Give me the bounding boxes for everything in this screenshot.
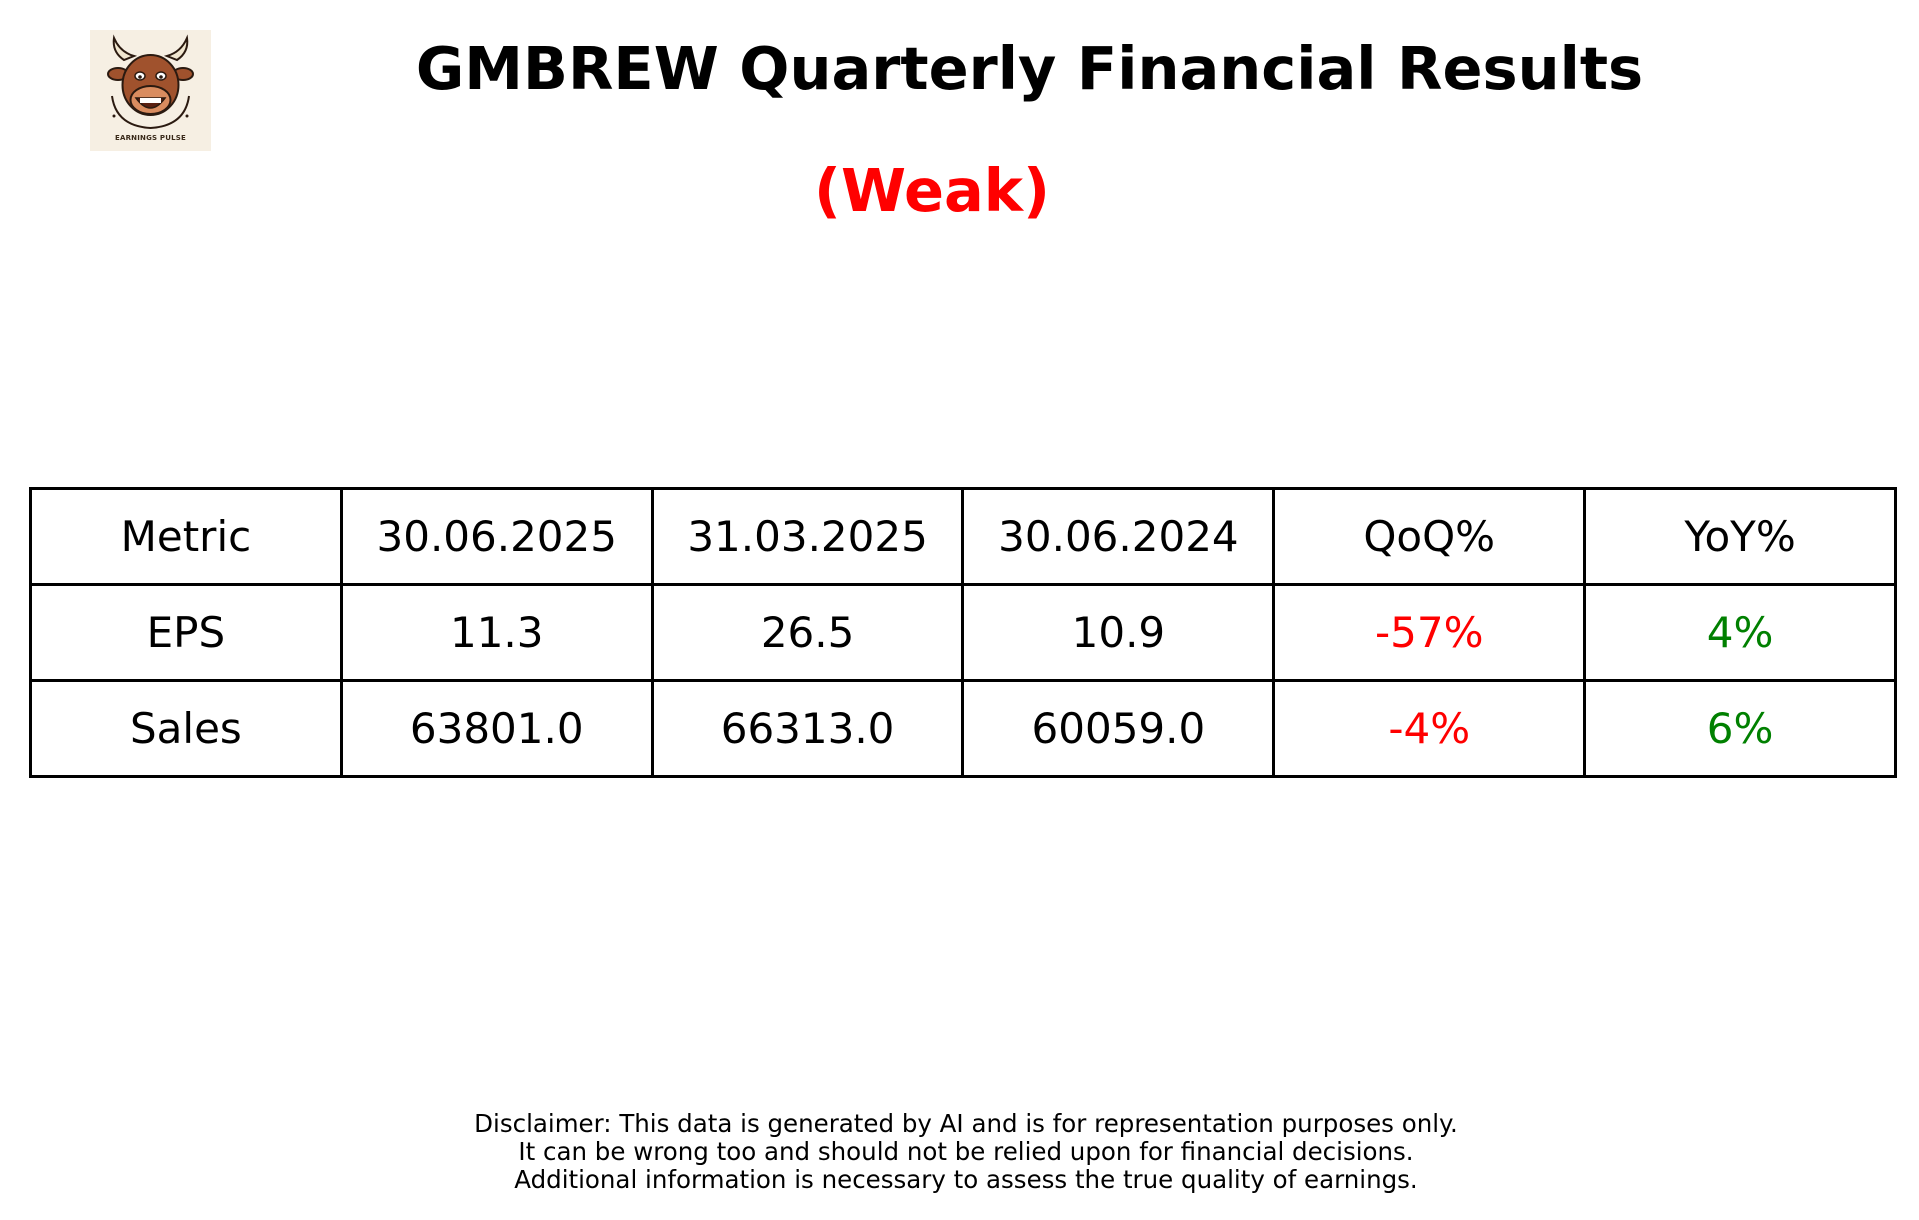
column-header: QoQ% [1272,487,1587,586]
table-row-sales: Sales 63801.0 66313.0 60059.0 -4% 6% [29,679,1897,778]
qoq-cell: -57% [1272,583,1587,682]
metric-cell: EPS [29,583,343,682]
value-cell: 60059.0 [961,679,1276,778]
table-row-eps: EPS 11.3 26.5 10.9 -57% 4% [29,583,1897,682]
yoy-cell: 6% [1583,679,1897,778]
yoy-cell: 4% [1583,583,1897,682]
rating-label: (Weak) [814,156,1050,225]
value-cell: 11.3 [339,583,654,682]
page-title: GMBREW Quarterly Financial Results [415,34,1644,103]
logo-caption: EARNINGS PULSE [114,134,187,142]
column-header: 30.06.2025 [339,487,654,586]
value-cell: 63801.0 [339,679,654,778]
metric-cell: Sales [29,679,343,778]
bull-icon [107,34,194,130]
value-cell: 10.9 [961,583,1276,682]
disclaimer-line: Disclaimer: This data is generated by AI… [474,1109,1458,1138]
disclaimer-line: Additional information is necessary to a… [514,1165,1418,1194]
column-header: 30.06.2024 [961,487,1276,586]
disclaimer-line: It can be wrong too and should not be re… [518,1137,1414,1166]
logo: EARNINGS PULSE [90,30,211,151]
column-header: YoY% [1583,487,1897,586]
column-header: 31.03.2025 [650,487,965,586]
table-header-row: Metric 30.06.2025 31.03.2025 30.06.2024 … [29,487,1897,586]
qoq-cell: -4% [1272,679,1587,778]
disclaimer: Disclaimer: This data is generated by AI… [0,1110,1919,1194]
value-cell: 26.5 [650,583,965,682]
value-cell: 66313.0 [650,679,965,778]
results-table: Metric 30.06.2025 31.03.2025 30.06.2024 … [29,487,1897,778]
column-header: Metric [29,487,343,586]
